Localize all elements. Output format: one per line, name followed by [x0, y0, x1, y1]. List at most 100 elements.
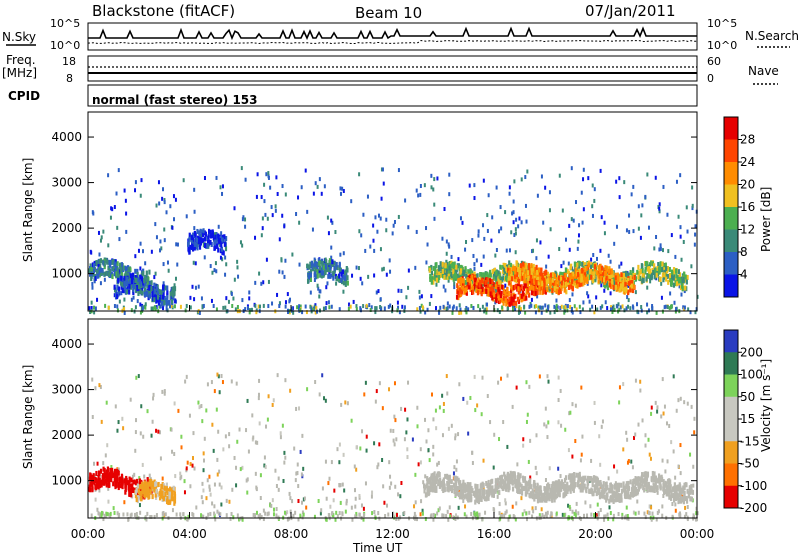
- power-cell: [281, 213, 284, 218]
- power-cell: [587, 294, 590, 299]
- power-cell: [438, 310, 441, 315]
- power-cell: [646, 172, 649, 177]
- velocity-cell: [224, 434, 227, 439]
- power-cell: [629, 306, 632, 311]
- power-cell: [601, 277, 604, 283]
- power-cell: [184, 308, 187, 313]
- velocity-cell: [95, 470, 98, 476]
- velocity-cell: [627, 516, 630, 521]
- power-cell: [533, 279, 536, 285]
- power-cell: [683, 271, 686, 277]
- power-cell: [654, 175, 657, 180]
- power-cell: [338, 277, 342, 283]
- power-cell: [477, 233, 480, 238]
- power-cell: [188, 232, 191, 238]
- velocity-cell: [96, 461, 99, 466]
- power-cell: [666, 274, 669, 280]
- power-cell: [148, 293, 151, 299]
- velocity-cell: [445, 513, 448, 518]
- velocity-cell: [328, 513, 331, 518]
- power-cell: [483, 272, 486, 278]
- velocity-cell: [661, 504, 664, 509]
- velocity-cell: [389, 428, 392, 433]
- velocity-cell: [110, 473, 114, 479]
- velocity-cell: [225, 498, 228, 503]
- power-cell: [622, 281, 625, 287]
- velocity-cell: [328, 476, 331, 481]
- velocity-cell: [480, 412, 483, 417]
- power-cell: [448, 268, 451, 274]
- power-cell: [570, 273, 573, 279]
- power-cell: [673, 269, 676, 275]
- velocity-cell: [674, 475, 677, 480]
- power-cell: [160, 300, 163, 306]
- power-cell: [91, 210, 94, 215]
- power-cell: [495, 298, 498, 304]
- power-cell: [433, 216, 436, 221]
- power-cell: [581, 220, 584, 225]
- power-cell: [494, 253, 497, 258]
- power-cell: [340, 271, 343, 277]
- power-cell: [169, 291, 172, 297]
- power-cell: [525, 278, 528, 284]
- power-cell: [116, 308, 119, 313]
- power-cell: [163, 200, 166, 205]
- power-cell: [116, 261, 119, 267]
- power-cell: [315, 274, 318, 280]
- power-cell: [107, 305, 110, 310]
- velocity-cell: [172, 496, 175, 502]
- power-cell: [525, 264, 528, 270]
- power-cell: [139, 289, 142, 295]
- velocity-cell: [376, 465, 379, 470]
- power-cell: [134, 305, 137, 310]
- velocity-cell: [500, 376, 503, 381]
- power-cell: [467, 269, 471, 275]
- velocity-cell: [571, 454, 574, 459]
- velocity-cell: [560, 423, 563, 428]
- power-cell: [185, 303, 188, 308]
- power-cell: [448, 192, 451, 197]
- power-cell: [176, 262, 179, 267]
- power-cell: [516, 283, 519, 289]
- power-cell: [532, 268, 535, 274]
- power-cell: [339, 191, 342, 196]
- power-cell: [327, 300, 330, 305]
- velocity-cell: [298, 406, 301, 411]
- velocity-cell: [138, 484, 142, 490]
- power-cell: [472, 253, 475, 258]
- velocity-cell: [295, 406, 298, 411]
- velocity-cell: [185, 466, 188, 471]
- velocity-cell: [138, 503, 141, 508]
- velocity-cell: [173, 451, 176, 456]
- velocity-cell: [135, 480, 138, 486]
- velocity-cell: [693, 515, 696, 520]
- power-cell: [209, 233, 213, 239]
- power-cell: [459, 307, 462, 312]
- power-cell: [545, 279, 548, 285]
- velocity-cell: [454, 436, 457, 441]
- velocity-cell: [523, 509, 526, 514]
- power-cell: [649, 275, 652, 281]
- velocity-cell: [218, 390, 221, 395]
- velocity-cell: [297, 499, 300, 504]
- velocity-cell: [90, 481, 94, 487]
- velocity-cell: [573, 472, 576, 478]
- velocity-cell: [151, 419, 154, 424]
- power-cell: [562, 260, 565, 265]
- velocity-cell: [134, 448, 137, 453]
- velocity-scatter-cells: [88, 372, 699, 522]
- velocity-cell: [297, 484, 300, 489]
- power-cell: [217, 247, 220, 253]
- velocity-cell: [152, 396, 155, 401]
- velocity-cell: [622, 382, 625, 387]
- power-cell: [616, 304, 619, 309]
- velocity-cell: [138, 476, 141, 481]
- power-cell: [426, 242, 429, 247]
- velocity-cell: [611, 491, 614, 497]
- power-cell: [587, 276, 590, 282]
- power-cell: [456, 263, 459, 269]
- power-cell: [157, 180, 160, 185]
- power-cell: [685, 279, 688, 285]
- velocity-cell: [262, 517, 265, 522]
- velocity-cell: [97, 477, 100, 483]
